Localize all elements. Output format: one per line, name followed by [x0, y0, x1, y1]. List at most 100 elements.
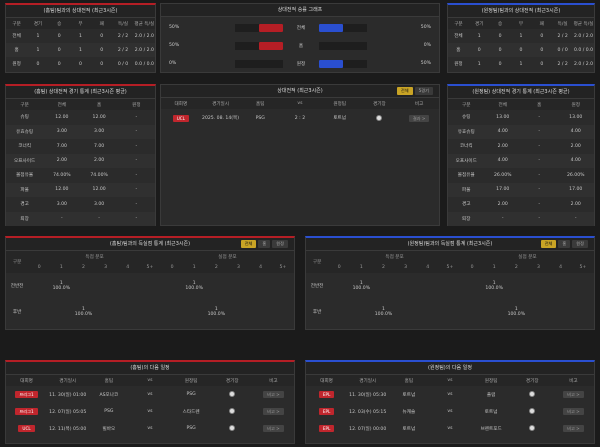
tab-all[interactable]: 전체 [540, 240, 557, 248]
row-label: 전반전 [10, 284, 24, 289]
cell-value: 0 [48, 43, 70, 57]
note-button[interactable]: 비고 > [263, 391, 284, 398]
note-button[interactable]: 비고 > [263, 408, 284, 415]
cell-value [272, 273, 294, 299]
home-percent: 0% [169, 61, 177, 66]
match-away: 토트넘 [484, 409, 498, 415]
column-header: 원정팀 [170, 375, 212, 386]
column-header: 구분 [306, 251, 329, 273]
ball-icon [229, 408, 236, 415]
cell-value: 1 100.0% [207, 306, 226, 318]
row-label: 원정 [12, 62, 21, 67]
away-percent: 50% [420, 61, 431, 66]
note-button[interactable]: 비고 > [563, 425, 584, 432]
schedule-row: EPL 12. 03(수) 05:15 뉴캐슬 vs 토트넘 비고 > [306, 403, 594, 420]
cell-value: 1 [477, 61, 481, 67]
tab-home[interactable]: 홈 [558, 240, 571, 248]
cell-value [272, 299, 294, 325]
cell-value: 0 [489, 43, 511, 57]
column-header: 경기 [468, 18, 490, 29]
match-date: 11. 30(일) 01:00 [49, 392, 87, 398]
cell-value [139, 299, 161, 325]
tab-all[interactable]: 전체 [396, 87, 413, 95]
cell-value: 0 [57, 61, 61, 67]
tab-away[interactable]: 원정 [272, 240, 288, 248]
note-button[interactable]: 비고 > [563, 408, 584, 415]
bucket-header: 1 [483, 262, 506, 273]
row-label: 전체 [12, 34, 21, 39]
column-header: 승 [489, 18, 511, 29]
bucket-header: 0 [328, 262, 351, 273]
cell-value [572, 273, 594, 299]
cell-value: 7.00 [94, 143, 105, 149]
bucket-header: 5+ [571, 262, 594, 273]
column-header: 홈팀 [388, 375, 430, 386]
away-percent: 50% [420, 25, 431, 30]
cell-value: 12.00 [80, 182, 118, 197]
cell-value: - [135, 172, 138, 178]
column-header: 경기 [27, 18, 49, 29]
match-vs: vs [147, 426, 153, 431]
bucket-header: 2 [205, 262, 228, 273]
match-date: 12. 07(일) 00:00 [349, 426, 387, 432]
cell-value: 12.00 [55, 114, 69, 120]
cell-value [95, 299, 117, 325]
cell-value [95, 273, 117, 299]
competition-badge: EPL [318, 391, 335, 398]
row-label: 볼점유율 [457, 173, 475, 179]
cell-value: 12.00 [43, 182, 81, 197]
row-label: 홈 [448, 43, 469, 57]
table-row: 오프사이드 4.00-4.00 [448, 153, 594, 168]
tab-5-games[interactable]: 5경기 [414, 87, 433, 95]
cell-value: 0 [540, 33, 544, 39]
bucket-header: 5+ [271, 262, 294, 273]
match-vs: 2 : 2 [294, 115, 306, 121]
cell-value: 4.00 [484, 124, 521, 139]
row-label: 볼점유율 [16, 173, 34, 179]
cell-value: 1 100.0% [507, 306, 526, 318]
column-header: 원정 [557, 99, 594, 110]
panel-title: (홈팀)팀과의 상대전적 (최근3시즌) [6, 5, 155, 18]
tab-away[interactable]: 원정 [572, 240, 588, 248]
match-row: UCL 2025. 08. 14(목) PSG 2 : 2 토트넘 결과 > [161, 109, 439, 127]
bucket-header: 1 [183, 262, 206, 273]
row-label: 전반전 [310, 284, 324, 289]
panel-title: (원정팀)의 다음 일정 [306, 362, 594, 375]
result-button[interactable]: 결과 > [408, 114, 430, 122]
bucket-header: 2 [372, 262, 395, 273]
note-button[interactable]: 비고 > [263, 425, 284, 432]
win-rate-graph-panel: 상대전적 승률 그래프 50% 전체 50% 50% 홈 0% 0% 원정 50% [160, 3, 440, 73]
home-percent: 50% [169, 43, 180, 48]
cell-value [505, 273, 527, 299]
schedule-table: 대회명 경기일시 홈팀 vs 원정팀 경기장 비고 프리그1 11. 30(일) 01:00 AS… [6, 375, 294, 437]
cell-value: - [117, 182, 155, 197]
match-date: 12. 07(일) 05:05 [49, 409, 87, 415]
away-percent: 0% [423, 43, 431, 48]
stats-table: 구분 전체 홈 원정 슈팅 12.00 12.00- 유효슈팅 3.00 3.00- 코너킥 7.00… [6, 99, 155, 226]
bucket-header: 0 [28, 262, 51, 273]
match-home: AS모나코 [99, 392, 119, 398]
column-header: 홈팀 [88, 375, 130, 386]
panel-title: (원정팀)팀과의 득실점 통계 (최근3시즌) [306, 238, 594, 251]
panel-title: 상대전적 승률 그래프 [161, 4, 439, 17]
tab-all[interactable]: 전체 [240, 240, 257, 248]
table-row: 전반전 1 100.0% 1 100.0% [6, 273, 294, 299]
tab-home[interactable]: 홈 [258, 240, 271, 248]
home-win-bar [259, 24, 283, 32]
column-header: 구분 [6, 251, 29, 273]
cell-value: 0 [100, 61, 104, 67]
cell-value: - [557, 211, 594, 226]
cell-value: 1 [519, 61, 523, 67]
schedule-table: 대회명 경기일시 홈팀 vs 원정팀 경기장 비고 EPL 11. 30(일) 05:30 토트넘… [306, 375, 594, 437]
note-button[interactable]: 비고 > [563, 391, 584, 398]
panel-title: (원정팀)팀과의 상대전적 (최근3시즌) [448, 5, 594, 18]
column-header: 구분 [6, 18, 28, 29]
column-header: 구분 [448, 18, 469, 29]
cell-value: 1 100.0% [374, 306, 393, 318]
cell-value: 1 [27, 43, 49, 57]
bucket-header: 1 [50, 262, 73, 273]
table-row: 슈팅 12.00 12.00 - [6, 110, 155, 125]
match-vs: vs [147, 392, 153, 397]
cell-value [461, 273, 483, 299]
cell-value: - [538, 114, 541, 120]
